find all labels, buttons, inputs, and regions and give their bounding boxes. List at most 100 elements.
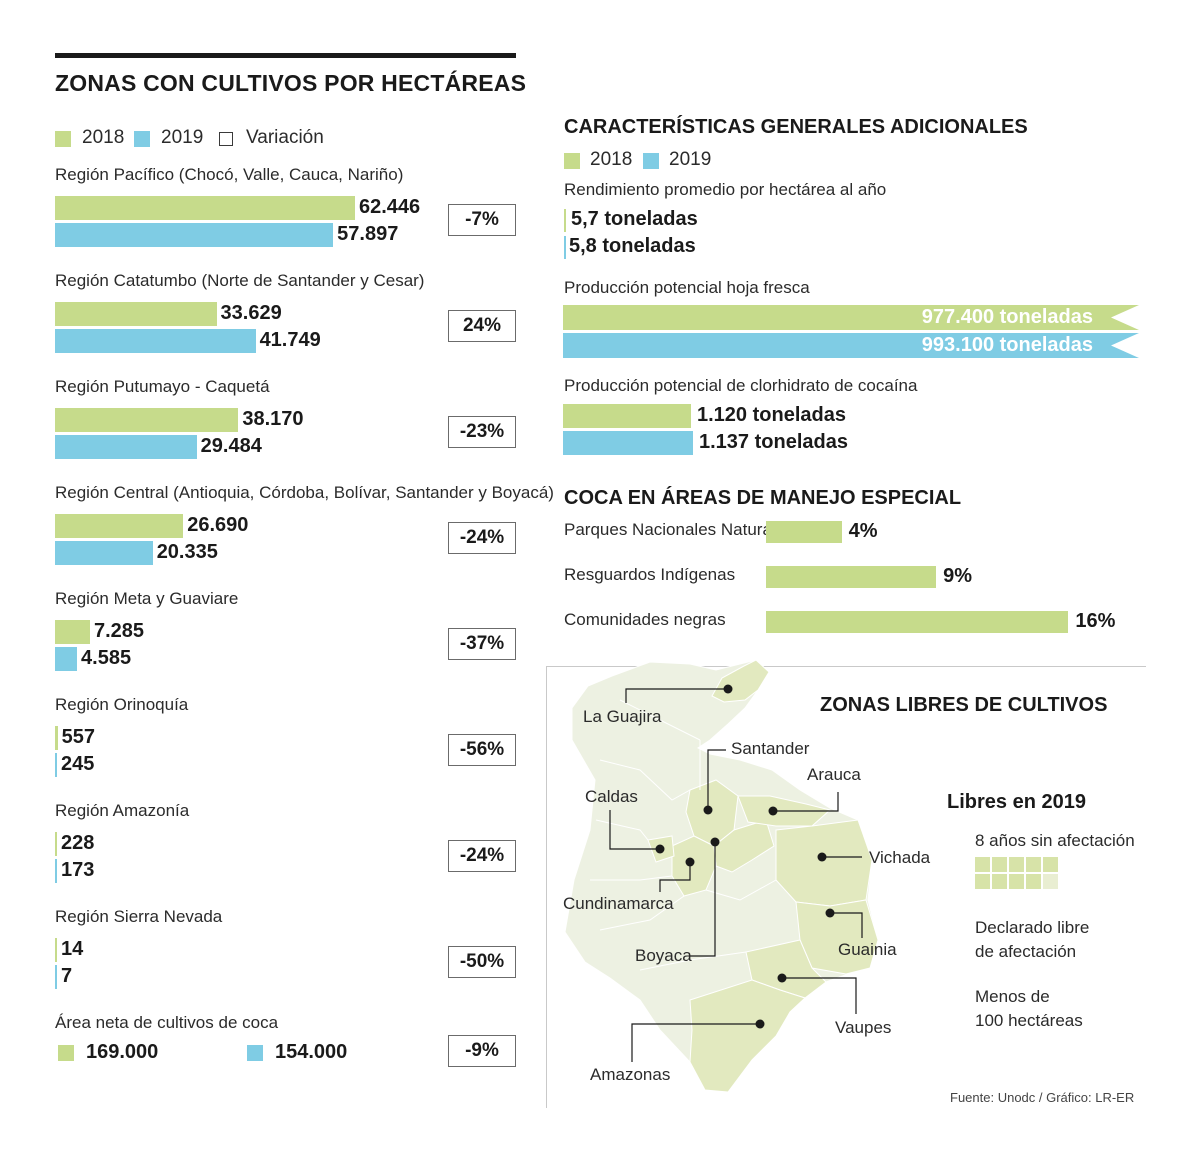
yield-2019-bar bbox=[564, 236, 566, 259]
features-legend-2018-label: 2018 bbox=[590, 149, 633, 170]
bar-2018 bbox=[55, 620, 90, 644]
bar-2019 bbox=[55, 859, 57, 883]
map-legend-item-2-line1: Declarado libre bbox=[975, 918, 1090, 937]
bar-2018 bbox=[55, 726, 58, 750]
region-label: Región Sierra Nevada bbox=[55, 907, 223, 926]
bar-2019 bbox=[55, 435, 197, 459]
legend-2018-swatch bbox=[55, 131, 71, 147]
total-2018-value: 169.000 bbox=[86, 1041, 159, 1063]
value-2018: 557 bbox=[61, 726, 96, 748]
map-legend-swatch-cell bbox=[975, 874, 990, 889]
place-la-guajira: La Guajira bbox=[583, 707, 662, 726]
place-cundinamarca: Cundinamarca bbox=[563, 894, 674, 913]
legend-2018-label: 2018 bbox=[82, 127, 125, 148]
variation-box: -24% bbox=[448, 522, 516, 554]
map-location-dots bbox=[655, 684, 835, 1029]
special-area-bar bbox=[766, 566, 937, 588]
special-area-value: 4% bbox=[848, 520, 878, 542]
legend-2019-label: 2019 bbox=[161, 127, 204, 148]
place-amazonas: Amazonas bbox=[590, 1065, 671, 1084]
total-2018-swatch bbox=[58, 1045, 74, 1061]
dot-vaupes bbox=[777, 973, 787, 983]
variation-box: -24% bbox=[448, 840, 516, 872]
dot-amazonas bbox=[755, 1019, 765, 1029]
cocaine-production-label: Producción potencial de clorhidrato de c… bbox=[564, 376, 918, 395]
map-title: ZONAS LIBRES DE CULTIVOS bbox=[820, 694, 1108, 716]
value-2019: 29.484 bbox=[200, 435, 262, 457]
total-label: Área neta de cultivos de coca bbox=[55, 1013, 279, 1032]
map-frame-top bbox=[546, 666, 1146, 667]
map-legend-swatch-cell bbox=[1026, 874, 1041, 889]
map-legend-swatch-cell bbox=[1043, 874, 1058, 889]
map-legend-title: Libres en 2019 bbox=[947, 791, 1086, 813]
map-legend-swatch-cell bbox=[1026, 857, 1041, 872]
map-legend-swatch-cell bbox=[975, 857, 990, 872]
value-2019: 245 bbox=[61, 753, 95, 775]
place-boyaca: Boyaca bbox=[635, 946, 692, 965]
variation-box: -56% bbox=[448, 734, 516, 766]
yield-2018-value: 5,7 toneladas bbox=[571, 208, 698, 230]
special-area-value: 9% bbox=[943, 565, 972, 587]
map-legend-swatch-cell bbox=[1009, 857, 1024, 872]
bar-2018 bbox=[55, 514, 184, 538]
leaf-2018-bar: 977.400 toneladas bbox=[563, 305, 1139, 330]
special-area-bar bbox=[766, 611, 1069, 633]
value-2019: 41.749 bbox=[259, 329, 321, 351]
map-department-lines bbox=[590, 699, 777, 971]
features-legend-2019-swatch bbox=[643, 153, 659, 169]
map-legend-item-3-line2: 100 hectáreas bbox=[975, 1011, 1083, 1030]
region-label: Región Orinoquía bbox=[55, 695, 189, 714]
bar-2019 bbox=[55, 329, 256, 353]
bar-2019 bbox=[55, 647, 78, 671]
special-area-label: Parques Nacionales Naturales bbox=[564, 520, 794, 539]
map-legend-swatch-cell bbox=[1009, 874, 1024, 889]
dot-vichada bbox=[817, 852, 827, 862]
bar-2018 bbox=[55, 832, 57, 856]
value-2018: 7.285 bbox=[93, 620, 145, 642]
map-legend-item-2-line2: de afectación bbox=[975, 942, 1077, 961]
map-region-amazonas bbox=[689, 979, 806, 1093]
cocaine-2018-bar bbox=[563, 404, 691, 428]
bar-2018 bbox=[55, 302, 217, 326]
leaf-production-label: Producción potencial hoja fresca bbox=[564, 278, 810, 297]
map-legend-swatch-cell bbox=[992, 874, 1007, 889]
special-areas-title: COCA EN ÁREAS DE MANEJO ESPECIAL bbox=[564, 487, 962, 509]
region-label: Región Putumayo - Caquetá bbox=[55, 377, 270, 396]
value-2018: 38.170 bbox=[242, 408, 304, 430]
value-2019: 20.335 bbox=[156, 541, 218, 563]
map-frame-left bbox=[546, 666, 547, 1108]
value-2018: 228 bbox=[61, 832, 95, 854]
left-chart-title: ZONAS CON CULTIVOS POR HECTÁREAS bbox=[55, 70, 527, 96]
legend-variation-label: Variación bbox=[246, 127, 324, 148]
title-rule bbox=[55, 53, 516, 58]
region-label: Región Meta y Guaviare bbox=[55, 589, 239, 608]
variation-box: -37% bbox=[448, 628, 516, 660]
bar-2018 bbox=[55, 938, 57, 962]
bar-2019 bbox=[55, 753, 57, 777]
cocaine-2019-value: 1.137 toneladas bbox=[699, 431, 848, 453]
map-region-cundinamarca bbox=[671, 835, 717, 897]
special-area-label: Comunidades negras bbox=[564, 610, 726, 629]
features-legend-2019-label: 2019 bbox=[669, 149, 712, 170]
total-2019-value: 154.000 bbox=[275, 1041, 348, 1063]
legend-variation-swatch bbox=[219, 132, 233, 146]
map-leader-lines bbox=[609, 688, 863, 1062]
map-region-vichada bbox=[775, 819, 873, 907]
map-legend-item-1: 8 años sin afectación bbox=[975, 831, 1135, 850]
value-2018: 14 bbox=[61, 938, 84, 960]
region-label: Región Pacífico (Chocó, Valle, Cauca, Na… bbox=[55, 165, 404, 184]
special-area-label: Resguardos Indígenas bbox=[564, 565, 736, 584]
map-legend-item-3-line1: Menos de bbox=[975, 987, 1050, 1006]
bar-2018 bbox=[55, 408, 239, 432]
variation-box: -50% bbox=[448, 946, 516, 978]
bar-2019 bbox=[55, 541, 153, 565]
total-2019-swatch bbox=[247, 1045, 263, 1061]
dot-boyaca bbox=[710, 837, 720, 847]
variation-box: -7% bbox=[448, 204, 516, 236]
bar-2018 bbox=[55, 196, 355, 220]
source-note: Fuente: Unodc / Gráfico: LR-ER bbox=[950, 1090, 1135, 1105]
total-variation-box: -9% bbox=[448, 1035, 516, 1067]
region-label: Región Central (Antioquia, Córdoba, Bolí… bbox=[55, 483, 554, 502]
yield-2018-bar bbox=[564, 209, 566, 232]
